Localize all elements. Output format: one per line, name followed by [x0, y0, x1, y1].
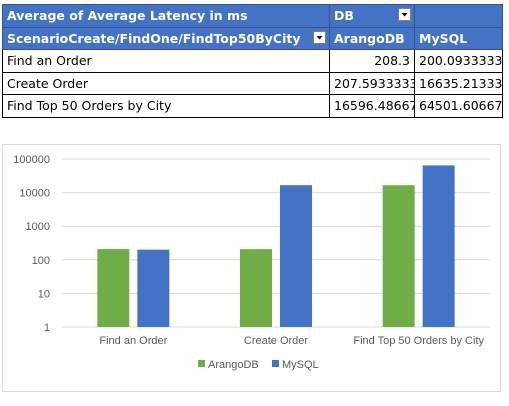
legend-swatch	[198, 360, 205, 367]
y-tick-label: 1000	[26, 221, 50, 233]
row-label[interactable]: Find Top 50 Orders by City	[2, 94, 330, 118]
bar-mysql	[137, 249, 170, 327]
pivot-header-row-2: ScenarioCreate/FindOne/FindTop50ByCity A…	[2, 26, 503, 50]
bar-arangodb	[382, 185, 415, 327]
bar-mysql	[280, 185, 312, 327]
cell-value[interactable]: 64501.60667	[414, 94, 503, 118]
y-tick-label: 10	[38, 288, 50, 300]
table-row: Find Top 50 Orders by City 16596.48667 6…	[2, 94, 503, 118]
bar-mysql	[422, 165, 455, 327]
x-tick-label: Find an Order	[99, 335, 167, 347]
pivot-chart[interactable]: 1 10 100 1000 10000 100000 Find an Order Create…	[2, 144, 501, 392]
pivot-title[interactable]: Average of Average Latency in ms	[2, 4, 330, 28]
pivot-header-row-1: Average of Average Latency in ms DB	[2, 4, 503, 28]
table-row: Create Order 207.5933333 16635.21333	[2, 71, 503, 95]
pivot-header-empty[interactable]	[414, 4, 503, 28]
pivot-row-field[interactable]: ScenarioCreate/FindOne/FindTop50ByCity	[2, 26, 330, 50]
pivot-column-field[interactable]: DB	[329, 4, 415, 28]
bar-arangodb	[97, 249, 130, 327]
legend-swatch	[272, 360, 279, 367]
chart-svg: 1 10 100 1000 10000 100000 Find an Order Create…	[13, 154, 490, 371]
column-header-arangodb[interactable]: ArangoDB	[329, 26, 415, 50]
bar-arangodb	[240, 249, 272, 327]
cell-value[interactable]: 208.3	[329, 49, 415, 73]
cell-value[interactable]: 16596.48667	[329, 94, 415, 118]
dropdown-filter-icon[interactable]	[313, 30, 326, 44]
y-tick-label: 1	[44, 322, 50, 334]
column-header-mysql[interactable]: MySQL	[414, 26, 503, 50]
cell-value[interactable]: 207.5933333	[329, 71, 415, 95]
x-tick-label: Find Top 50 Orders by City	[353, 335, 484, 347]
column-field-label: DB	[334, 8, 354, 24]
row-label[interactable]: Find an Order	[2, 49, 330, 73]
table-row: Find an Order 208.3 200.0933333	[2, 49, 503, 73]
legend-label: ArangoDB	[208, 359, 259, 371]
row-label[interactable]: Create Order	[2, 71, 330, 95]
pivot-table: Average of Average Latency in ms DB Scen…	[2, 4, 503, 118]
cell-value[interactable]: 16635.21333	[414, 71, 503, 95]
cell-value[interactable]: 200.0933333	[414, 49, 503, 73]
legend-label: MySQL	[282, 359, 319, 371]
row-field-label: ScenarioCreate/FindOne/FindTop50ByCity	[7, 30, 301, 46]
y-tick-label: 100	[32, 255, 50, 267]
x-tick-label: Create Order	[244, 335, 309, 347]
y-tick-label: 100000	[13, 154, 50, 166]
y-tick-label: 10000	[19, 188, 50, 200]
dropdown-filter-icon[interactable]	[398, 8, 411, 21]
